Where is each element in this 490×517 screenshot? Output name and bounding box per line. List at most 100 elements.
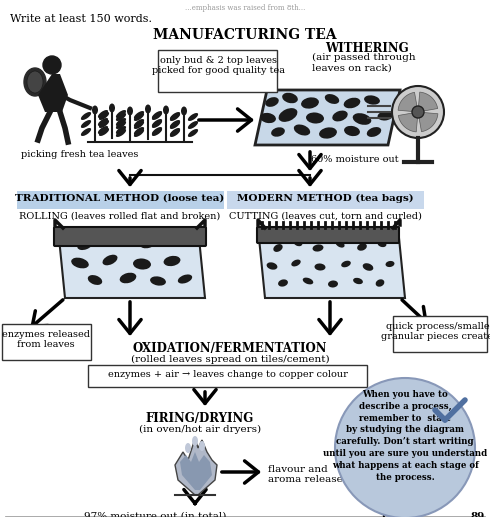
Ellipse shape — [279, 108, 297, 122]
Ellipse shape — [164, 256, 180, 266]
FancyBboxPatch shape — [17, 191, 224, 209]
Ellipse shape — [192, 436, 198, 446]
Text: WITHERING: WITHERING — [325, 42, 409, 55]
Ellipse shape — [134, 119, 144, 127]
Text: picking fresh tea leaves: picking fresh tea leaves — [21, 150, 139, 159]
Ellipse shape — [171, 236, 186, 246]
Circle shape — [392, 86, 444, 138]
Ellipse shape — [271, 127, 285, 136]
Polygon shape — [418, 112, 438, 132]
Ellipse shape — [145, 104, 151, 114]
Ellipse shape — [282, 93, 298, 103]
FancyBboxPatch shape — [88, 365, 367, 387]
Ellipse shape — [134, 121, 144, 129]
Ellipse shape — [140, 238, 156, 248]
Polygon shape — [180, 452, 212, 490]
Ellipse shape — [99, 112, 109, 120]
Ellipse shape — [178, 275, 192, 283]
Circle shape — [43, 56, 61, 74]
Circle shape — [412, 106, 424, 118]
Polygon shape — [398, 93, 418, 112]
Text: TEST 5: TEST 5 — [380, 512, 422, 517]
Ellipse shape — [188, 121, 198, 129]
Polygon shape — [58, 228, 205, 298]
Ellipse shape — [313, 245, 323, 252]
Text: quick process/smaller
granular pieces created: quick process/smaller granular pieces cr… — [381, 322, 490, 341]
Ellipse shape — [303, 278, 313, 284]
Ellipse shape — [27, 71, 43, 93]
Ellipse shape — [170, 113, 180, 121]
Ellipse shape — [71, 257, 89, 268]
Ellipse shape — [188, 129, 198, 137]
Ellipse shape — [152, 119, 162, 127]
Ellipse shape — [152, 127, 162, 135]
Ellipse shape — [353, 278, 363, 284]
Text: (rolled leaves spread on tiles/cement): (rolled leaves spread on tiles/cement) — [131, 355, 329, 364]
Polygon shape — [398, 112, 418, 132]
Ellipse shape — [170, 129, 180, 137]
Polygon shape — [418, 92, 438, 112]
Ellipse shape — [332, 111, 348, 121]
Ellipse shape — [106, 235, 124, 245]
Ellipse shape — [152, 112, 162, 120]
Ellipse shape — [116, 110, 126, 118]
Ellipse shape — [185, 443, 191, 453]
Ellipse shape — [163, 105, 169, 114]
Ellipse shape — [367, 127, 381, 137]
Ellipse shape — [306, 113, 324, 124]
Ellipse shape — [134, 127, 144, 135]
Ellipse shape — [328, 281, 338, 287]
Text: MODERN METHOD (tea bags): MODERN METHOD (tea bags) — [237, 194, 413, 203]
Ellipse shape — [344, 126, 360, 136]
Ellipse shape — [363, 263, 373, 271]
Ellipse shape — [116, 113, 126, 121]
Ellipse shape — [319, 127, 337, 139]
Ellipse shape — [88, 275, 102, 285]
Ellipse shape — [116, 129, 126, 137]
Ellipse shape — [325, 94, 339, 104]
Ellipse shape — [267, 262, 277, 270]
Circle shape — [335, 378, 475, 517]
Ellipse shape — [92, 105, 98, 114]
FancyBboxPatch shape — [158, 50, 277, 92]
Ellipse shape — [81, 128, 91, 136]
Ellipse shape — [99, 120, 109, 128]
Ellipse shape — [134, 129, 144, 137]
Text: ...emphasis was raised from 8th...: ...emphasis was raised from 8th... — [185, 4, 305, 12]
Ellipse shape — [134, 111, 144, 119]
Ellipse shape — [150, 277, 166, 286]
Ellipse shape — [273, 244, 283, 252]
Ellipse shape — [181, 107, 187, 115]
Ellipse shape — [199, 441, 205, 451]
Ellipse shape — [294, 125, 310, 135]
Ellipse shape — [77, 240, 93, 250]
Ellipse shape — [291, 260, 301, 266]
Ellipse shape — [116, 126, 126, 134]
Polygon shape — [38, 74, 68, 112]
Ellipse shape — [120, 272, 136, 283]
Ellipse shape — [301, 97, 319, 109]
Ellipse shape — [127, 107, 133, 115]
Ellipse shape — [98, 126, 108, 134]
FancyBboxPatch shape — [257, 227, 399, 243]
Text: (air passed through
leaves on rack): (air passed through leaves on rack) — [312, 53, 416, 72]
Text: OXIDATION/FERMENTATION: OXIDATION/FERMENTATION — [133, 342, 327, 355]
Text: 89: 89 — [470, 512, 484, 517]
Polygon shape — [55, 228, 205, 245]
Ellipse shape — [188, 113, 198, 121]
Ellipse shape — [357, 244, 367, 251]
Ellipse shape — [81, 112, 91, 120]
Text: enzymes + air → leaves change to copper colour: enzymes + air → leaves change to copper … — [108, 370, 348, 379]
Ellipse shape — [134, 113, 144, 121]
Ellipse shape — [102, 255, 118, 265]
Text: TRADITIONAL METHOD (loose tea): TRADITIONAL METHOD (loose tea) — [15, 194, 224, 203]
Ellipse shape — [341, 261, 351, 267]
Ellipse shape — [364, 95, 380, 104]
Ellipse shape — [294, 240, 302, 246]
Ellipse shape — [98, 110, 108, 118]
Text: Write at least 150 words.: Write at least 150 words. — [10, 14, 152, 24]
Ellipse shape — [170, 128, 180, 136]
Ellipse shape — [353, 113, 371, 125]
Ellipse shape — [133, 258, 151, 269]
Text: only bud & 2 top leaves
picked for good quality tea: only bud & 2 top leaves picked for good … — [151, 56, 285, 75]
